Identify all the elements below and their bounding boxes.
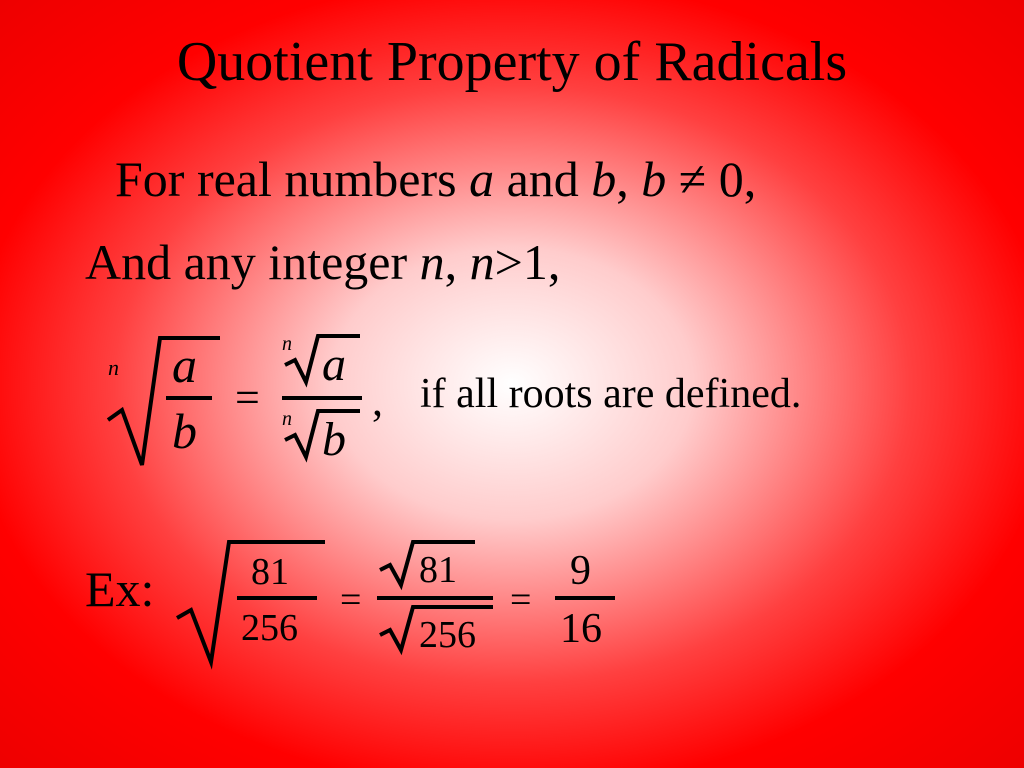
slide: Quotient Property of Radicals For real n… — [0, 0, 1024, 768]
var-n2: n — [470, 234, 495, 290]
index-n-left: n — [108, 355, 119, 380]
equals-1: = — [235, 373, 260, 422]
text-for-real: For real numbers — [115, 151, 469, 207]
ex-num1: 81 — [251, 551, 289, 593]
text-and: and — [494, 151, 591, 207]
formula-condition: if all roots are defined. — [420, 370, 801, 418]
rad-den-b: b — [322, 413, 346, 466]
definition-line-1: For real numbers a and b, b ≠ 0, — [115, 150, 756, 208]
var-n: n — [420, 234, 445, 290]
rad-num-a: a — [322, 338, 346, 391]
zero: 0, — [719, 151, 757, 207]
gt1: >1, — [495, 234, 561, 290]
radical-sign-left — [108, 338, 220, 465]
equals-ex1: = — [340, 579, 361, 621]
index-n-bot: n — [282, 408, 292, 430]
text-any-integer: And any integer — [85, 234, 420, 290]
ex-num2: 81 — [419, 549, 457, 591]
text-comma: , — [616, 151, 641, 207]
text-comma2: , — [445, 234, 470, 290]
formula-comma: , — [372, 376, 383, 425]
index-n-top: n — [282, 333, 292, 355]
example-label: Ex: — [85, 560, 154, 618]
frac-num-a: a — [172, 337, 197, 393]
definition-line-2: And any integer n, n>1, — [85, 233, 560, 291]
quotient-formula: n a b = n a n b , — [100, 320, 420, 470]
var-a: a — [469, 151, 494, 207]
example-expression: 81 256 = 81 256 = 9 16 — [175, 530, 775, 670]
equals-ex2: = — [510, 579, 531, 621]
var-b2: b — [641, 151, 666, 207]
var-b: b — [591, 151, 616, 207]
ex-den3: 16 — [560, 606, 602, 652]
ex-num3: 9 — [570, 548, 591, 594]
neq-symbol: ≠ — [666, 151, 718, 207]
ex-den2: 256 — [419, 614, 476, 656]
frac-den-b: b — [172, 403, 197, 459]
slide-title: Quotient Property of Radicals — [0, 30, 1024, 94]
ex-den1: 256 — [241, 607, 298, 649]
